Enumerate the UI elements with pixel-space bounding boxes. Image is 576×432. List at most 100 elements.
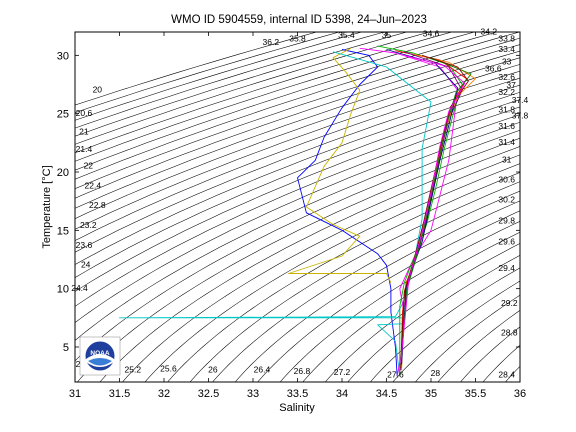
- isopycnal-label: 30.2: [498, 194, 515, 204]
- isopycnal-line: [75, 121, 520, 341]
- isopycnal-line: [75, 32, 340, 113]
- x-tick-label: 31.5: [109, 388, 130, 400]
- isopycnal-line: [324, 243, 520, 382]
- isopycnal-label: 22.8: [89, 200, 106, 210]
- y-tick-label: 5: [63, 342, 69, 354]
- isopycnal-label: 28: [431, 368, 441, 378]
- isopycnal-label: 31: [502, 155, 512, 165]
- isopycnal-line: [75, 32, 520, 180]
- isopycnal-label: 25.6: [160, 364, 177, 374]
- profile-line: [288, 47, 392, 283]
- isopycnal-line: [75, 106, 520, 307]
- profile-series: [119, 45, 476, 377]
- isopycnal-label: 26: [208, 365, 218, 375]
- isopycnal-line: [75, 32, 475, 162]
- isopycnal-label: 28.4: [498, 369, 515, 379]
- isopycnal-line: [212, 190, 520, 382]
- isopycnal-contours: [75, 32, 520, 382]
- y-tick-label: 20: [57, 167, 69, 179]
- isopycnal-line: [75, 37, 520, 189]
- isopycnal-label: 35.8: [289, 33, 306, 43]
- isopycnal-line: [75, 50, 520, 209]
- isopycnal-line: [75, 32, 430, 145]
- x-tick-label: 36: [514, 388, 526, 400]
- isopycnal-label: 31.6: [498, 121, 515, 131]
- isopycnal-line: [75, 91, 520, 278]
- isopycnal-label: 28.8: [501, 327, 518, 337]
- x-tick-label: 34: [336, 388, 348, 400]
- y-tick-label: 25: [57, 109, 69, 121]
- isopycnal-line: [75, 57, 520, 219]
- y-tick-label: 10: [57, 284, 69, 296]
- isopycnal-line: [302, 231, 520, 382]
- isopycnal-label: 33.8: [498, 33, 515, 43]
- isopycnal-line: [75, 44, 520, 199]
- isopycnal-label: 24.4: [71, 283, 88, 293]
- isopycnal-label: 26.8: [294, 366, 311, 376]
- profile-line: [297, 49, 398, 377]
- isopycnal-label: 23.2: [80, 220, 97, 230]
- x-tick-label: 31: [69, 388, 81, 400]
- isopycnal-line: [99, 146, 520, 382]
- isopycnal-label: 33: [502, 57, 512, 67]
- y-tick-label: 15: [57, 225, 69, 237]
- x-tick-label: 33: [247, 388, 259, 400]
- isopycnal-label: 20.6: [76, 108, 93, 118]
- isopycnal-line: [189, 181, 520, 382]
- isopycnal-label: 24: [81, 260, 91, 270]
- x-axis-ticks: 31 31.5 32 32.5 33 33.5 34 34.5 35 35.5 36: [69, 32, 526, 400]
- isopycnal-label: 32.6: [498, 72, 515, 82]
- isopycnal-line: [75, 99, 520, 292]
- isopycnal-line: [167, 172, 520, 382]
- isopycnal-line: [279, 220, 520, 382]
- isopycnal-label: 26.4: [254, 365, 271, 375]
- x-tick-label: 32.5: [198, 388, 219, 400]
- isopycnal-label: 22.4: [85, 180, 102, 190]
- chart-title: WMO ID 5904559, internal ID 5398, 24–Jun…: [171, 14, 427, 26]
- isopycnal-label: 30.6: [498, 175, 515, 185]
- isopycnal-line: [77, 137, 520, 382]
- profile-line: [400, 54, 466, 364]
- y-axis-ticks: 5 10 15 20 25 30: [57, 50, 520, 354]
- isopycnal-line: [234, 200, 520, 382]
- x-tick-label: 35: [425, 388, 437, 400]
- x-tick-label: 32: [158, 388, 170, 400]
- isopycnal-label: 25.2: [125, 365, 142, 375]
- isopycnal-line: [75, 32, 317, 106]
- isopycnal-line: [75, 32, 407, 137]
- isopycnal-label: 37: [506, 80, 516, 90]
- isopycnal-line: [347, 255, 520, 382]
- profile-line: [400, 57, 472, 365]
- x-axis-label: Salinity: [279, 402, 315, 414]
- isopycnal-line: [257, 210, 520, 382]
- isopycnal-label: 33.4: [498, 44, 515, 54]
- isopycnal-label: 31.8: [498, 105, 515, 115]
- isopycnal-label: 35.4: [338, 30, 355, 40]
- isopycnal-label: 29.4: [498, 263, 515, 273]
- isopycnal-line: [75, 32, 497, 171]
- isopycnal-label: 29.6: [498, 236, 515, 246]
- noaa-logo-text: NOAA: [90, 350, 109, 357]
- isopycnal-label: 22: [84, 161, 94, 171]
- isopycnal-line: [122, 154, 520, 382]
- isopycnal-label: 27.2: [334, 367, 351, 377]
- isopycnal-label: 34.2: [481, 26, 498, 36]
- isopycnal-line: [75, 84, 520, 265]
- isopycnal-label: 27.6: [387, 369, 404, 379]
- isopycnal-line: [75, 64, 520, 230]
- isopycnal-line: [75, 114, 520, 323]
- isopycnal-line: [437, 310, 520, 382]
- isopycnal-label: 36.2: [263, 37, 280, 47]
- x-tick-label: 35.5: [465, 388, 486, 400]
- x-tick-label: 34.5: [376, 388, 397, 400]
- isopycnal-label: 20: [93, 85, 103, 95]
- y-tick-label: 30: [57, 50, 69, 62]
- isopycnal-label: 23.6: [76, 240, 93, 250]
- isopycnal-line: [392, 280, 520, 382]
- y-axis-label: Temperature [°C]: [41, 165, 53, 248]
- isopycnal-line: [75, 32, 362, 121]
- isopycnal-line: [75, 32, 385, 129]
- isopycnal-label: 21.4: [76, 144, 93, 154]
- isopycnal-line: [144, 163, 520, 382]
